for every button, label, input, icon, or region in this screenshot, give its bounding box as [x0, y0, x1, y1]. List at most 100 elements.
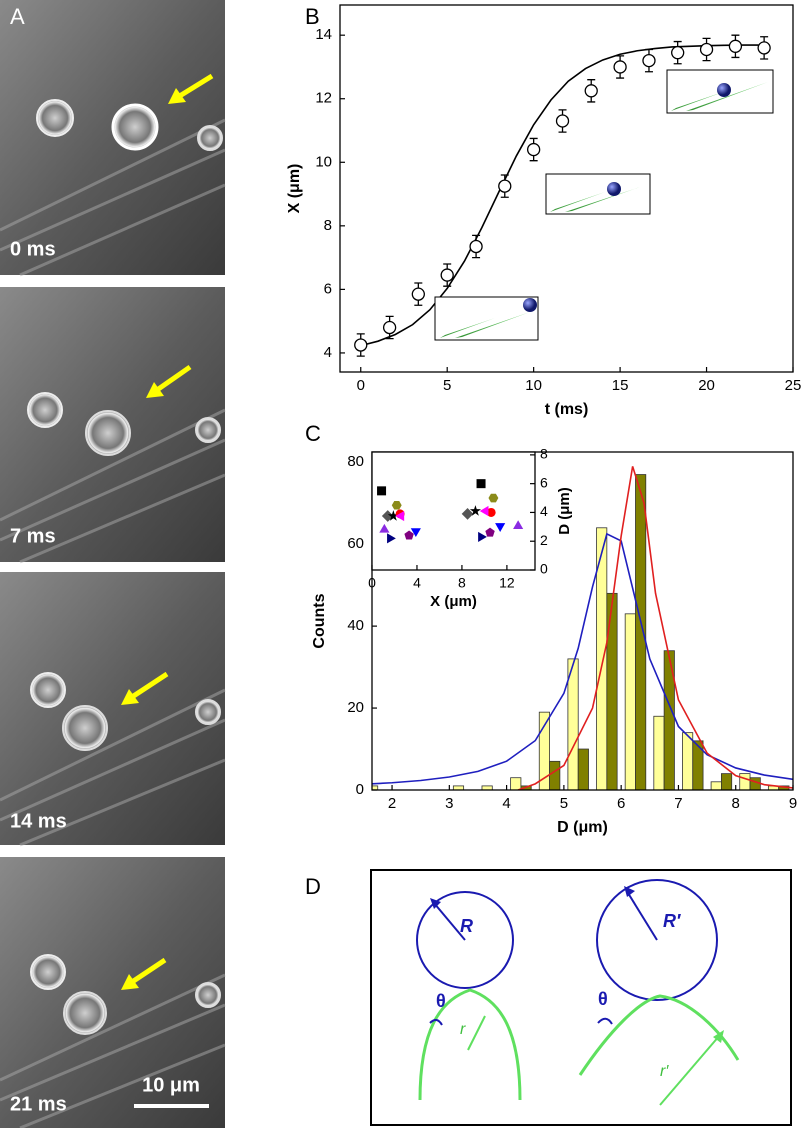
inset-chart: 0 4 8 12 0 2 4 6 8 X (μm) D (μm) [368, 446, 573, 610]
y-tick-label: 60 [347, 535, 364, 552]
y-tick-label: 80 [347, 453, 364, 470]
data-point [728, 39, 743, 53]
scale-bar-label: 10 μm [142, 1074, 200, 1096]
diagram-label: R′ [663, 911, 681, 931]
data-point [476, 479, 486, 489]
x-tick-label: 20 [698, 377, 715, 394]
y-tick-label: 10 [315, 153, 332, 170]
bar [635, 474, 647, 790]
x-tick-label: 2 [388, 795, 396, 812]
x-axis-label: X (μm) [430, 593, 477, 610]
x-tick-label: 8 [458, 575, 466, 591]
fit-line [517, 466, 793, 790]
data-point [485, 527, 495, 537]
x-tick-label: 4 [413, 575, 421, 591]
panel-label: D [305, 874, 321, 899]
diagram-label: θ [436, 991, 446, 1011]
illustration [434, 69, 774, 341]
data-point [387, 533, 396, 544]
x-tick-label: 9 [789, 795, 797, 812]
data-point [671, 46, 685, 60]
data-point [495, 523, 506, 532]
data-point [555, 114, 570, 128]
diagram [370, 869, 792, 1126]
data-point [498, 179, 512, 193]
data-point [382, 320, 397, 335]
x-tick-label: 12 [499, 575, 515, 591]
frame-label: 14 ms [10, 810, 67, 832]
diagram-label: θ [598, 989, 608, 1009]
bar [624, 613, 636, 790]
y-axis-label: Counts [311, 593, 328, 648]
bar [567, 658, 579, 790]
inset-background [372, 452, 535, 570]
data-point [699, 42, 714, 57]
y-tick-label: 8 [324, 217, 332, 234]
y-tick-label: 20 [347, 699, 364, 716]
data-point [469, 505, 481, 516]
data-point [379, 523, 390, 533]
y-tick-label: 4 [324, 344, 332, 361]
bar [739, 773, 751, 790]
x-tick-label: 25 [785, 377, 802, 394]
bar [692, 740, 704, 790]
diagram-label: r [460, 1021, 466, 1038]
y-tick-label: 4 [540, 503, 548, 519]
frame-label: 0 ms [10, 238, 56, 260]
x-tick-label: 6 [617, 795, 625, 812]
panel-label: B [305, 4, 320, 29]
data-point [377, 486, 387, 496]
bar [721, 773, 733, 790]
x-tick-label: 10 [525, 377, 542, 394]
bar [749, 777, 761, 790]
micrograph [0, 287, 226, 564]
y-tick-label: 0 [356, 781, 364, 798]
micrograph [0, 857, 226, 1128]
x-tick-label: 15 [612, 377, 629, 394]
y-tick-label: 6 [540, 474, 548, 490]
y-tick-label: 8 [540, 446, 548, 462]
frame-label: 7 ms [10, 525, 56, 547]
data-point [387, 510, 399, 521]
x-tick-label: 7 [674, 795, 682, 812]
fit-line [372, 532, 793, 785]
y-tick-label: 40 [347, 617, 364, 634]
plot-frame [339, 4, 794, 373]
data-point [411, 287, 425, 301]
data-point [404, 530, 414, 540]
plot-frame [371, 451, 536, 571]
data-point [469, 239, 483, 254]
x-tick-label: 4 [502, 795, 510, 812]
data-point [584, 84, 598, 98]
data-point [354, 338, 368, 352]
data-point [478, 531, 487, 542]
data-point [395, 510, 405, 522]
data-point [486, 507, 496, 517]
diagram-label: r′ [660, 1063, 669, 1080]
bar [549, 760, 561, 790]
y-tick-label: 0 [540, 561, 548, 577]
bar [710, 781, 722, 790]
data-point [642, 53, 656, 68]
data-point [391, 500, 402, 510]
y-tick-label: 14 [315, 26, 332, 43]
fit-line [360, 44, 759, 347]
data-point [526, 142, 541, 157]
y-tick-label: 12 [315, 90, 332, 107]
x-tick-label: 5 [560, 795, 568, 812]
y-tick-label: 2 [540, 532, 548, 548]
bars [372, 466, 793, 790]
bar [538, 711, 550, 790]
bar [577, 748, 589, 790]
x-tick-label: 8 [732, 795, 740, 812]
panel-label: C [305, 421, 321, 446]
bar [682, 732, 694, 790]
x-tick-label: 3 [445, 795, 453, 812]
data-point [440, 268, 454, 282]
x-axis-label: D (μm) [557, 819, 608, 836]
x-tick-label: 0 [368, 575, 376, 591]
data-point [381, 510, 394, 522]
y-tick-label: 6 [324, 280, 332, 297]
